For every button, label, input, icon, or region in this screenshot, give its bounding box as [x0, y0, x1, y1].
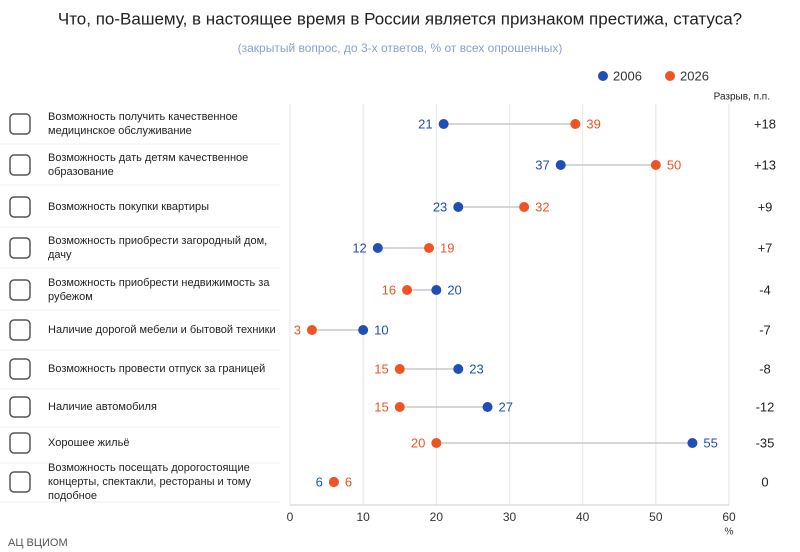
dot	[570, 119, 581, 129]
gap-value: -7	[759, 322, 771, 337]
dot	[372, 243, 383, 253]
value-label: 21	[418, 116, 432, 131]
value-label: 39	[586, 116, 600, 131]
gap-value: -4	[759, 282, 771, 297]
dot	[453, 364, 464, 374]
legend-label: 2026	[680, 68, 709, 83]
value-label: 50	[667, 157, 681, 172]
dot	[402, 285, 413, 295]
value-label: 10	[374, 322, 388, 337]
icon	[9, 113, 31, 135]
value-label: 19	[440, 240, 454, 255]
dot	[328, 477, 339, 487]
category-label: Наличие дорогой мебели и бытовой техники	[48, 324, 276, 336]
dot	[650, 160, 661, 170]
value-label: 20	[447, 282, 461, 297]
icon	[9, 279, 31, 301]
dot	[482, 402, 493, 412]
value-label: 23	[433, 199, 447, 214]
icon	[9, 396, 31, 418]
dot	[394, 402, 405, 412]
chart-title: Что, по-Вашему, в настоящее время в Росс…	[58, 9, 742, 28]
x-axis-label: %	[725, 527, 734, 538]
value-label: 15	[374, 399, 388, 414]
icon	[9, 319, 31, 341]
x-tick-label: 60	[722, 510, 736, 524]
category-label: Наличие автомобиля	[48, 401, 157, 413]
value-label: 23	[469, 361, 483, 376]
dot	[453, 202, 464, 212]
dot	[519, 202, 530, 212]
x-tick-label: 10	[356, 510, 370, 524]
gap-value: -12	[756, 399, 775, 414]
icon	[9, 154, 31, 176]
gap-value: -35	[756, 435, 775, 450]
category-label: Возможность покупки квартиры	[48, 201, 210, 213]
dot	[424, 243, 435, 253]
category-label: Возможность приобрести загородный дом, д…	[48, 235, 268, 261]
dot	[394, 364, 405, 374]
legend-marker	[665, 71, 675, 81]
value-label: 16	[382, 282, 396, 297]
dot	[431, 285, 442, 295]
x-tick-label: 50	[649, 510, 663, 524]
gap-title: Разрыв, п.п.	[714, 92, 770, 103]
category-label: Возможность посещать дорогостоящие конце…	[48, 462, 251, 502]
icon	[9, 358, 31, 380]
gap-value: 0	[761, 474, 768, 489]
legend-label: 2006	[613, 68, 642, 83]
category-label: Возможность провести отпуск за границей	[48, 363, 266, 375]
chart-subtitle: (закрытый вопрос, до 3-х ответов, % от в…	[238, 41, 563, 55]
gap-value: +18	[754, 116, 776, 131]
gap-value: +13	[754, 157, 776, 172]
value-label: 3	[294, 322, 301, 337]
legend-marker	[598, 71, 608, 81]
gap-value: -8	[759, 361, 771, 376]
source: АЦ ВЦИОМ	[8, 537, 68, 549]
category-label: Хорошее жильё	[48, 437, 130, 449]
icon	[9, 237, 31, 259]
dot	[687, 438, 698, 448]
category-label: Возможность получить качественное медици…	[48, 111, 238, 137]
icon	[9, 471, 31, 493]
dot	[555, 160, 566, 170]
gap-value: +7	[758, 240, 773, 255]
value-label: 20	[411, 435, 425, 450]
value-label: 15	[374, 361, 388, 376]
icon	[9, 196, 31, 218]
category-label: Возможность дать детям качественное обра…	[48, 152, 249, 178]
value-label: 55	[703, 435, 717, 450]
x-tick-label: 40	[576, 510, 590, 524]
value-label: 12	[352, 240, 366, 255]
dot	[431, 438, 442, 448]
value-label: 6	[345, 474, 352, 489]
icon	[9, 432, 31, 454]
value-label: 27	[499, 399, 513, 414]
dot	[438, 119, 449, 129]
value-label: 37	[535, 157, 549, 172]
x-tick-label: 30	[503, 510, 517, 524]
category-label: Возможность приобрести недвижимость за р…	[48, 277, 270, 303]
dot	[358, 325, 369, 335]
value-label: 6	[316, 474, 323, 489]
gap-value: +9	[758, 199, 773, 214]
dot	[306, 325, 317, 335]
value-label: 32	[535, 199, 549, 214]
x-tick-label: 20	[430, 510, 444, 524]
x-tick-label: 0	[287, 510, 294, 524]
